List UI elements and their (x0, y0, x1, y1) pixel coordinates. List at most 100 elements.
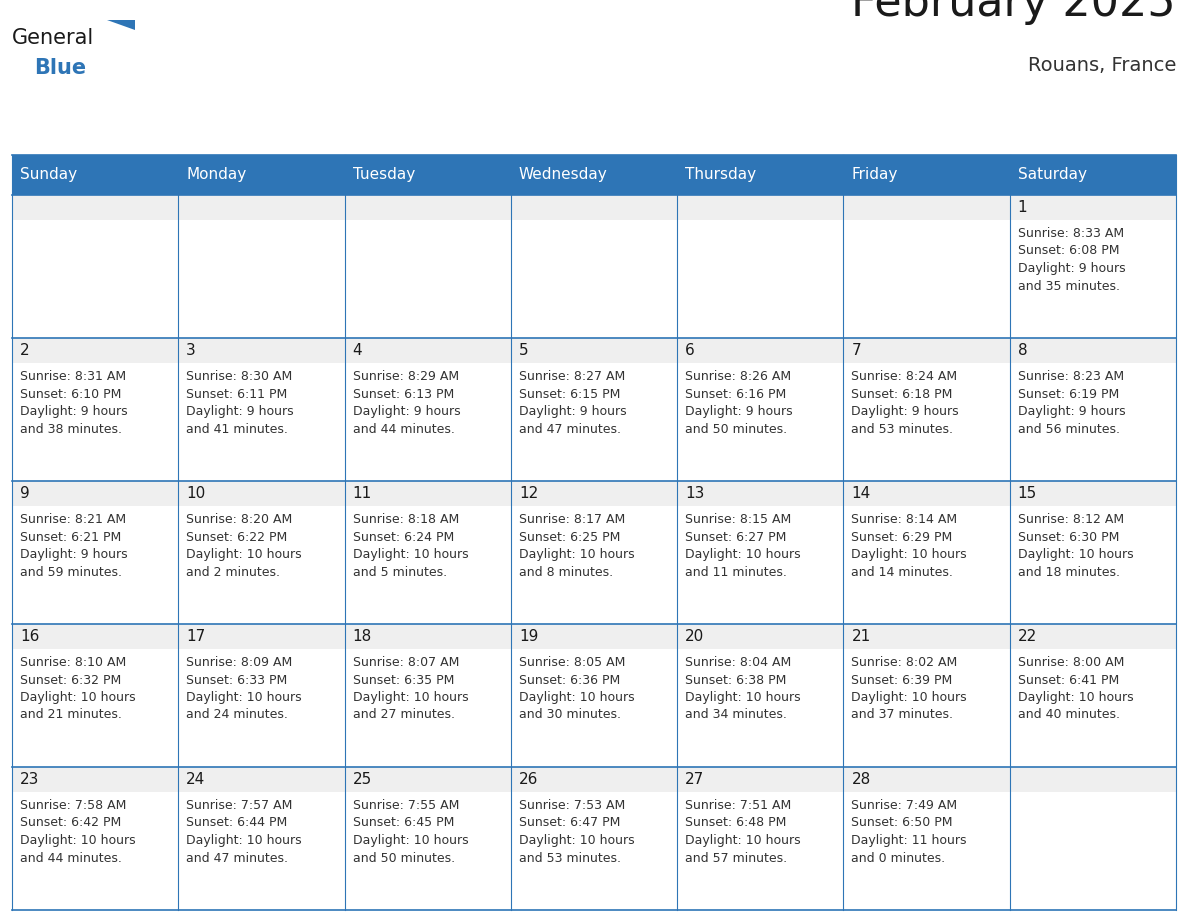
Bar (511, 767, 677, 792)
Bar (1010, 624, 1176, 649)
Bar (511, 624, 677, 649)
Text: 20: 20 (685, 629, 704, 644)
Text: Sunrise: 8:30 AM: Sunrise: 8:30 AM (187, 370, 292, 383)
Text: Sunrise: 8:12 AM: Sunrise: 8:12 AM (1018, 513, 1124, 526)
Bar (843, 481, 1010, 506)
Text: Sunset: 6:22 PM: Sunset: 6:22 PM (187, 531, 287, 543)
Text: Sunset: 6:35 PM: Sunset: 6:35 PM (353, 674, 454, 687)
Text: 17: 17 (187, 629, 206, 644)
Text: Daylight: 11 hours: Daylight: 11 hours (852, 834, 967, 847)
Text: Tuesday: Tuesday (353, 167, 415, 183)
Bar (345, 481, 511, 624)
Bar (1010, 338, 1176, 363)
Text: Sunrise: 8:00 AM: Sunrise: 8:00 AM (1018, 656, 1124, 669)
Text: 8: 8 (1018, 343, 1028, 358)
Text: and 53 minutes.: and 53 minutes. (852, 422, 954, 435)
Text: and 21 minutes.: and 21 minutes. (20, 709, 122, 722)
Bar (178, 624, 345, 767)
Bar (511, 624, 677, 767)
Text: 27: 27 (685, 772, 704, 787)
Text: Sunset: 6:27 PM: Sunset: 6:27 PM (685, 531, 786, 543)
Text: Daylight: 10 hours: Daylight: 10 hours (187, 548, 302, 561)
Bar (1010, 767, 1176, 910)
Text: Rouans, France: Rouans, France (1028, 56, 1176, 75)
Text: and 47 minutes.: and 47 minutes. (187, 852, 289, 865)
Text: and 35 minutes.: and 35 minutes. (1018, 279, 1120, 293)
Text: 5: 5 (519, 343, 529, 358)
Bar (345, 624, 511, 767)
Text: Sunset: 6:10 PM: Sunset: 6:10 PM (20, 387, 121, 400)
Text: and 38 minutes.: and 38 minutes. (20, 422, 122, 435)
Text: 22: 22 (1018, 629, 1037, 644)
Text: Sunrise: 7:51 AM: Sunrise: 7:51 AM (685, 799, 791, 812)
Text: Sunrise: 8:27 AM: Sunrise: 8:27 AM (519, 370, 625, 383)
Text: Saturday: Saturday (1018, 167, 1087, 183)
Bar (178, 338, 345, 481)
Bar (677, 481, 843, 624)
Text: Daylight: 10 hours: Daylight: 10 hours (685, 548, 801, 561)
Text: Sunrise: 7:55 AM: Sunrise: 7:55 AM (353, 799, 459, 812)
Text: 19: 19 (519, 629, 538, 644)
Text: 25: 25 (353, 772, 372, 787)
Text: and 5 minutes.: and 5 minutes. (353, 565, 447, 578)
Text: Daylight: 9 hours: Daylight: 9 hours (519, 405, 626, 418)
Text: Sunrise: 8:04 AM: Sunrise: 8:04 AM (685, 656, 791, 669)
Bar (1010, 481, 1176, 624)
Bar (677, 481, 843, 506)
Bar (178, 195, 345, 220)
Bar (843, 624, 1010, 649)
Text: 3: 3 (187, 343, 196, 358)
Text: Sunrise: 8:07 AM: Sunrise: 8:07 AM (353, 656, 459, 669)
Text: 13: 13 (685, 486, 704, 501)
Bar (677, 624, 843, 649)
Text: and 27 minutes.: and 27 minutes. (353, 709, 455, 722)
Text: and 53 minutes.: and 53 minutes. (519, 852, 621, 865)
Text: Daylight: 10 hours: Daylight: 10 hours (685, 691, 801, 704)
Bar (677, 338, 843, 363)
Text: Sunset: 6:44 PM: Sunset: 6:44 PM (187, 816, 287, 830)
Text: 14: 14 (852, 486, 871, 501)
Text: Daylight: 10 hours: Daylight: 10 hours (20, 691, 135, 704)
Text: General: General (12, 28, 94, 48)
Text: and 50 minutes.: and 50 minutes. (685, 422, 788, 435)
Text: Sunset: 6:24 PM: Sunset: 6:24 PM (353, 531, 454, 543)
Bar (12, 195, 178, 338)
Text: Sunset: 6:39 PM: Sunset: 6:39 PM (852, 674, 953, 687)
Bar (843, 338, 1010, 363)
Polygon shape (107, 20, 135, 30)
Text: Sunset: 6:13 PM: Sunset: 6:13 PM (353, 387, 454, 400)
Text: Daylight: 10 hours: Daylight: 10 hours (187, 834, 302, 847)
Bar (511, 481, 677, 506)
Bar (843, 767, 1010, 792)
Text: Sunset: 6:08 PM: Sunset: 6:08 PM (1018, 244, 1119, 258)
Text: 24: 24 (187, 772, 206, 787)
Text: 16: 16 (20, 629, 39, 644)
Text: Daylight: 10 hours: Daylight: 10 hours (852, 548, 967, 561)
Bar (1010, 767, 1176, 792)
Bar (843, 767, 1010, 910)
Bar (178, 338, 345, 363)
Text: Sunset: 6:38 PM: Sunset: 6:38 PM (685, 674, 786, 687)
Text: Wednesday: Wednesday (519, 167, 607, 183)
Bar (12, 624, 178, 649)
Bar (843, 195, 1010, 220)
Text: Sunrise: 7:49 AM: Sunrise: 7:49 AM (852, 799, 958, 812)
Text: Daylight: 9 hours: Daylight: 9 hours (852, 405, 959, 418)
Text: 18: 18 (353, 629, 372, 644)
Bar (345, 338, 511, 481)
Text: Sunrise: 8:21 AM: Sunrise: 8:21 AM (20, 513, 126, 526)
Text: Sunrise: 8:23 AM: Sunrise: 8:23 AM (1018, 370, 1124, 383)
Text: and 37 minutes.: and 37 minutes. (852, 709, 954, 722)
Bar (511, 338, 677, 481)
Text: Sunset: 6:15 PM: Sunset: 6:15 PM (519, 387, 620, 400)
Bar (12, 767, 178, 910)
Text: Sunrise: 8:05 AM: Sunrise: 8:05 AM (519, 656, 625, 669)
Bar (677, 195, 843, 338)
Text: Sunrise: 8:09 AM: Sunrise: 8:09 AM (187, 656, 292, 669)
Text: Sunrise: 7:53 AM: Sunrise: 7:53 AM (519, 799, 625, 812)
Text: and 2 minutes.: and 2 minutes. (187, 565, 280, 578)
Text: Sunset: 6:18 PM: Sunset: 6:18 PM (852, 387, 953, 400)
Text: and 8 minutes.: and 8 minutes. (519, 565, 613, 578)
Text: Daylight: 10 hours: Daylight: 10 hours (519, 834, 634, 847)
Bar (843, 195, 1010, 338)
